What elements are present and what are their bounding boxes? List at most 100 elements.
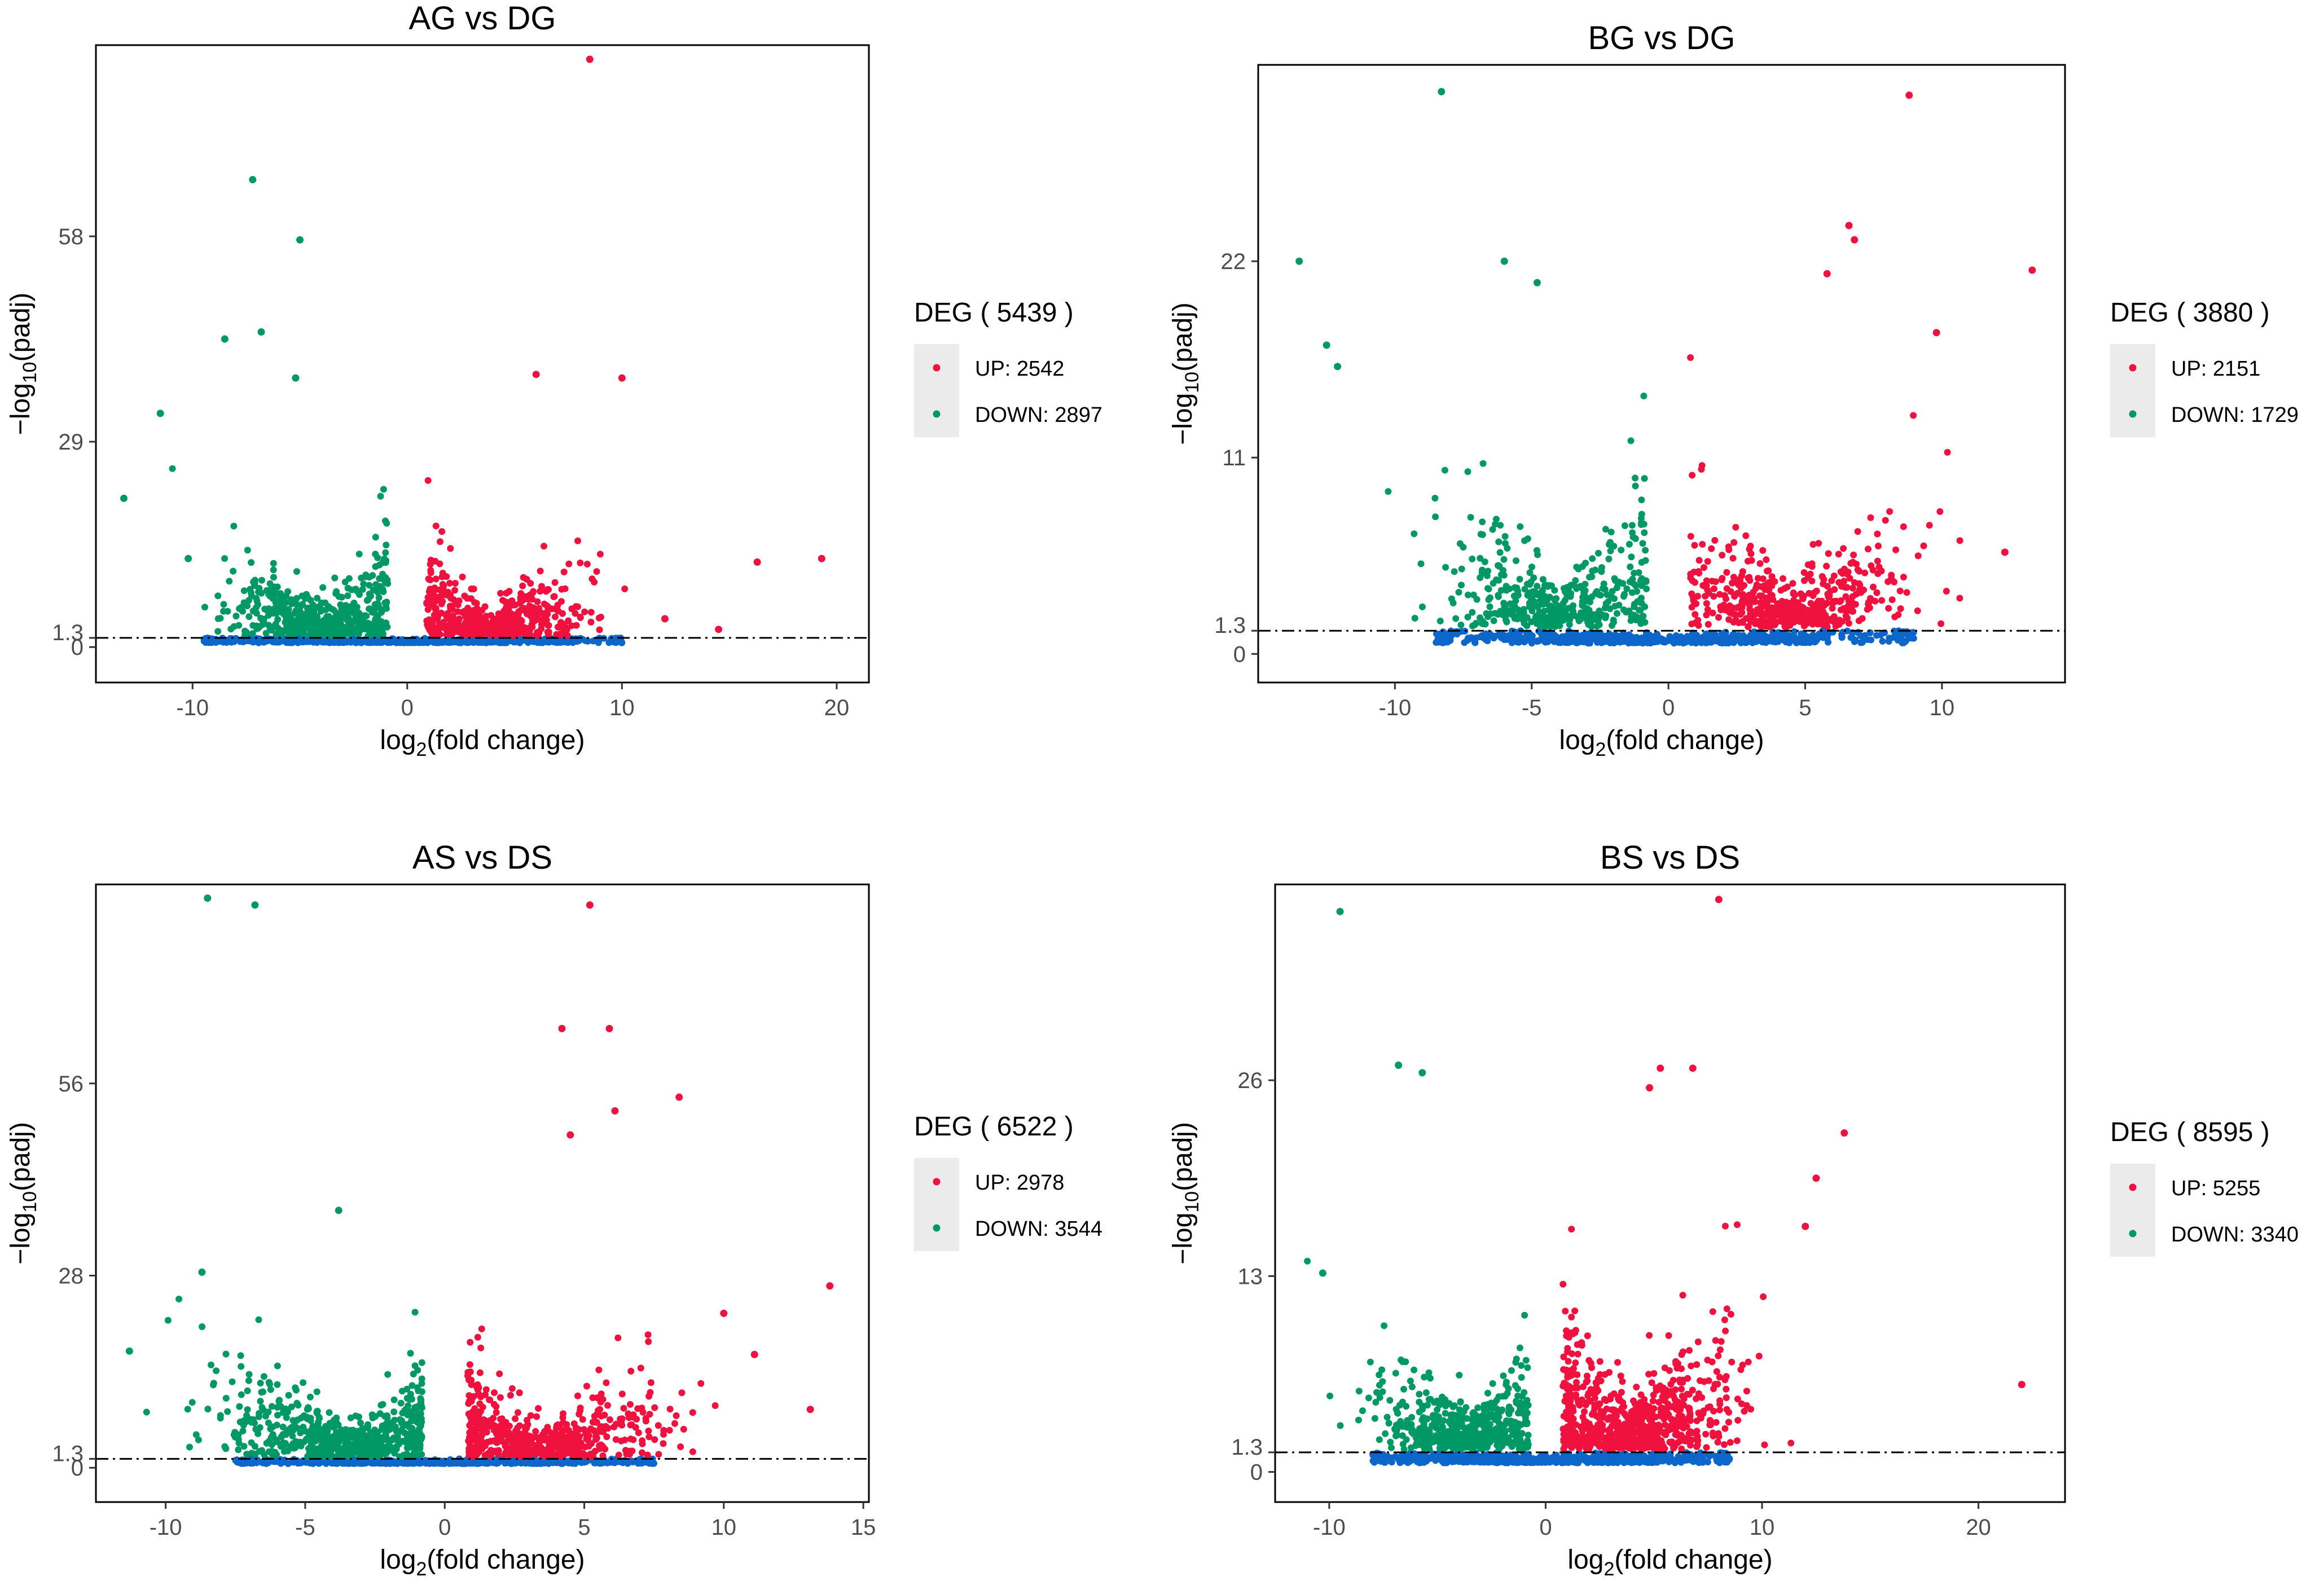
- point-ns: [259, 1459, 266, 1467]
- point-down: [372, 629, 380, 637]
- point-down: [300, 1379, 307, 1386]
- point-down: [1526, 569, 1534, 576]
- point-down: [1451, 568, 1458, 575]
- point-down: [238, 1363, 245, 1370]
- point-down: [1501, 533, 1509, 540]
- plot-frame: [1257, 64, 2066, 684]
- point-down: [328, 1452, 335, 1460]
- point-down: [353, 1429, 360, 1437]
- point-down: [273, 631, 280, 638]
- point-down: [396, 1453, 403, 1460]
- point-up: [565, 560, 573, 567]
- point-down: [308, 1426, 315, 1433]
- point-down: [1495, 611, 1501, 618]
- legend-up-label: UP: 2542: [975, 357, 1064, 381]
- point-ns: [1782, 631, 1789, 638]
- point-up: [1779, 617, 1786, 624]
- point-down: [1513, 584, 1521, 592]
- point-down: [284, 1408, 291, 1415]
- point-up: [569, 1452, 576, 1459]
- point-up: [1840, 578, 1848, 585]
- point-up: [538, 621, 545, 628]
- point-ns: [552, 637, 559, 644]
- point-down: [342, 1436, 350, 1443]
- point-up: [439, 581, 446, 588]
- point-up: [593, 568, 600, 575]
- point-up: [1710, 585, 1717, 592]
- point-ns: [1651, 637, 1659, 644]
- point-ns: [1690, 637, 1697, 645]
- point-up: [1910, 412, 1917, 419]
- point-up: [607, 1416, 613, 1423]
- point-down: [240, 587, 248, 595]
- point-down: [1495, 538, 1503, 545]
- point-up: [498, 617, 505, 624]
- point-up: [1687, 574, 1694, 582]
- point-up: [1771, 618, 1778, 625]
- point-down: [324, 618, 331, 626]
- point-up: [1747, 550, 1755, 557]
- point-ns: [1733, 637, 1740, 644]
- point-up: [1943, 588, 1950, 595]
- point-up: [432, 522, 440, 530]
- point-down: [1528, 618, 1535, 626]
- point-up-outlier: [1845, 222, 1853, 230]
- point-down: [313, 613, 320, 620]
- point-down: [222, 1394, 230, 1402]
- point-up: [532, 1428, 539, 1435]
- point-up: [563, 626, 570, 633]
- point-down: [326, 613, 332, 620]
- point-down: [1559, 614, 1567, 621]
- point-up: [1791, 592, 1798, 598]
- point-up: [574, 537, 581, 544]
- point-down: [326, 1409, 333, 1416]
- volcano-panel-as-ds: AS vs DS -10 -5 0 5 10 15 0 28 56 1.3 log2(fold cha…: [0, 797, 1162, 1594]
- point-ns: [463, 1460, 469, 1467]
- point-down: [231, 1433, 239, 1441]
- point-down: [265, 1419, 272, 1426]
- legend-down-key: [933, 410, 941, 418]
- point-ns: [1491, 632, 1499, 640]
- point-up: [574, 603, 581, 610]
- point-down: [1595, 549, 1602, 557]
- point-ns: [347, 1459, 354, 1467]
- point-ns: [1821, 630, 1829, 637]
- point-down: [1600, 580, 1607, 588]
- point-down: [378, 609, 385, 616]
- point-down: [361, 1432, 368, 1439]
- point-down: [232, 613, 240, 620]
- point-down: [1573, 563, 1580, 571]
- point-down: [1639, 540, 1646, 547]
- point-up-outlier: [753, 558, 761, 566]
- point-ns: [1844, 627, 1851, 635]
- point-down: [1411, 615, 1418, 622]
- point-down: [306, 1450, 313, 1457]
- point-up: [436, 594, 443, 601]
- point-ns: [475, 637, 482, 645]
- point-down: [1411, 530, 1418, 538]
- point-up: [517, 607, 524, 614]
- point-up: [651, 1436, 658, 1443]
- point-down: [1530, 574, 1537, 582]
- point-down: [418, 1434, 425, 1441]
- point-up: [1956, 537, 1963, 544]
- point-up: [1809, 611, 1816, 618]
- point-up: [1896, 587, 1904, 595]
- point-ns: [584, 637, 591, 645]
- point-down: [331, 631, 338, 639]
- point-up: [519, 582, 526, 589]
- point-up: [460, 622, 468, 629]
- point-up: [466, 1361, 473, 1368]
- point-up: [1764, 585, 1771, 592]
- point-down: [214, 628, 222, 635]
- y-tick-threshold-label: 1.3: [52, 620, 84, 645]
- x-axis-label-rest: (fold change): [1606, 725, 1764, 755]
- point-up: [644, 1451, 651, 1459]
- point-ns: [1659, 636, 1666, 643]
- point-up: [1956, 595, 1963, 602]
- point-down: [350, 628, 357, 636]
- point-ns: [393, 638, 400, 645]
- point-down: [355, 614, 363, 621]
- point-down: [292, 1386, 300, 1394]
- point-ns: [1794, 637, 1801, 644]
